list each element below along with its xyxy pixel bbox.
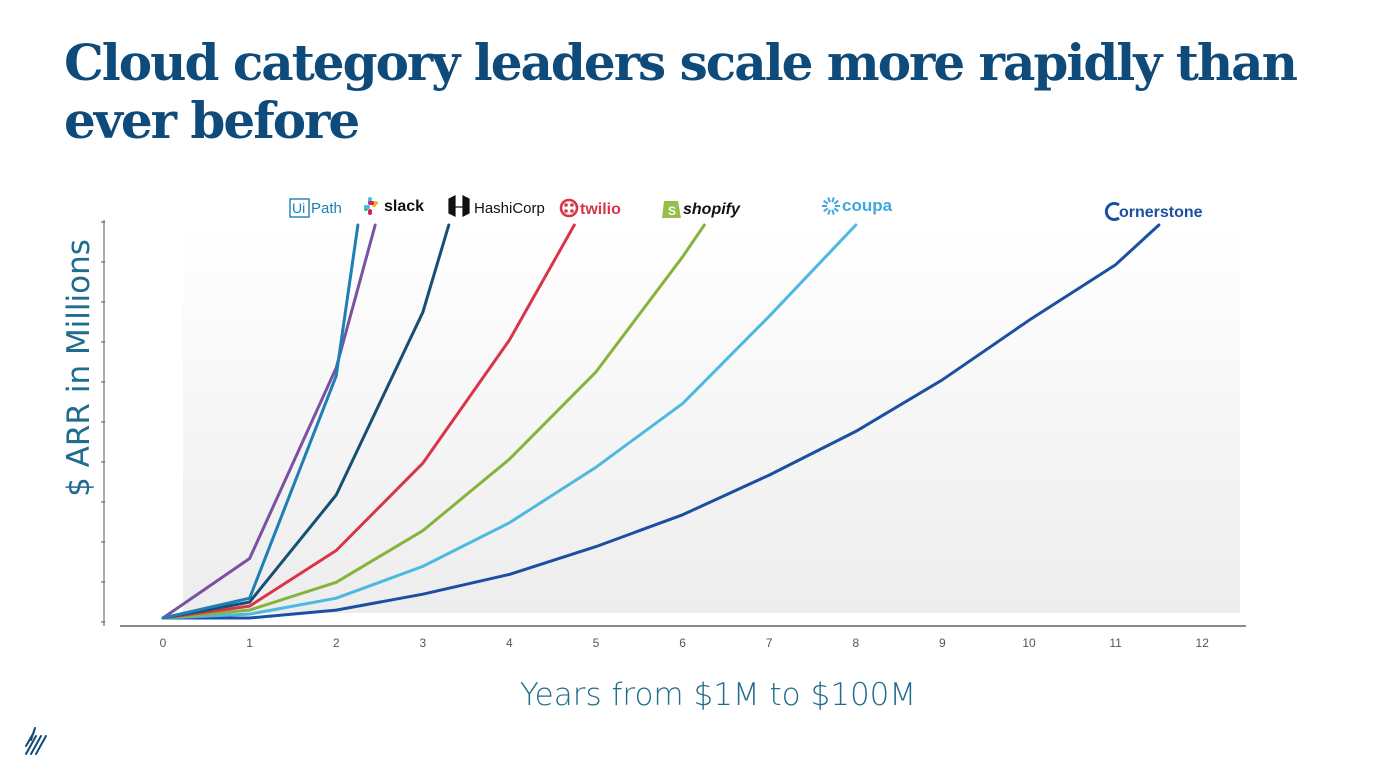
- arr-growth-chart: 0 1 2 3 4 5 6 7 8 9 10 11 12 Years from $1M to $100M $…: [0, 180, 1375, 720]
- x-tick-label: 0: [160, 636, 167, 650]
- coupa-icon: [831, 197, 835, 203]
- brand-slash-icon: [25, 727, 47, 755]
- series-line-shopify: [161, 223, 706, 620]
- x-tick-label: 7: [766, 636, 773, 650]
- x-tick-label: 6: [679, 636, 686, 650]
- series-line-twilio: [161, 223, 576, 620]
- series-label-uipath: Ui Path: [289, 198, 342, 218]
- series-label-text: twilio: [580, 201, 621, 218]
- coupa-icon: [827, 197, 831, 203]
- series-line-uipath: [161, 223, 360, 620]
- plot-background: [183, 225, 1240, 613]
- x-tick-label: 1: [246, 636, 253, 650]
- coupa-icon: [823, 207, 829, 213]
- coupa-icon: [833, 207, 839, 213]
- y-axis-title: $ ARR in Millions: [61, 239, 97, 497]
- series-label-slack: slack: [364, 197, 424, 215]
- series-label-coupa: coupa: [822, 196, 893, 215]
- x-tick-label: 9: [939, 636, 946, 650]
- slide-title: Cloud category leaders scale more rapidl…: [64, 33, 1298, 150]
- coupa-icon: [827, 209, 831, 215]
- coupa-icon: [823, 199, 829, 205]
- series-label-text: HashiCorp: [474, 200, 545, 217]
- series-label-text: slack: [384, 198, 424, 215]
- x-tick-label: 4: [506, 636, 513, 650]
- shopify-bag-icon: [662, 201, 681, 218]
- twilio-dot: [570, 209, 574, 213]
- series-label-text: shopify: [683, 201, 741, 218]
- x-tick-label: 12: [1196, 636, 1210, 650]
- twilio-dot: [564, 203, 568, 207]
- x-tick-label: 10: [1022, 636, 1036, 650]
- x-tick-label: 8: [852, 636, 859, 650]
- twilio-icon: [559, 198, 579, 218]
- series-label-text: coupa: [842, 196, 893, 215]
- series-line-cornerstone: [161, 223, 1161, 620]
- series-line-hashicorp: [161, 223, 451, 620]
- series-line-slack: [161, 223, 377, 620]
- x-tick-label: 2: [333, 636, 340, 650]
- x-axis-title: Years from $1M to $100M: [520, 677, 916, 713]
- coupa-icon: [831, 209, 835, 215]
- x-tick-label: 3: [419, 636, 426, 650]
- slack-icon: [364, 205, 370, 209]
- x-tick-label: 5: [593, 636, 600, 650]
- uipath-ui-text: Ui: [292, 200, 305, 216]
- coupa-icon: [833, 199, 839, 205]
- twilio-dot: [564, 209, 568, 213]
- series-label-cornerstone: ornerstone: [1104, 202, 1203, 221]
- cornerstone-c-icon: [1104, 202, 1120, 221]
- x-tick-label: 11: [1109, 636, 1122, 650]
- series-label-text: Path: [311, 200, 342, 217]
- series-label-text: ornerstone: [1119, 204, 1203, 221]
- shopify-s-mark: S: [668, 204, 676, 218]
- hashicorp-icon: [448, 195, 470, 217]
- series-label-twilio: twilio: [559, 198, 621, 218]
- series-line-coupa: [161, 223, 858, 620]
- twilio-dot: [570, 203, 574, 207]
- uipath-icon: [289, 198, 310, 218]
- series-label-hashicorp: HashiCorp: [448, 195, 545, 217]
- slack-icon: [368, 209, 372, 215]
- slack-icon: [368, 201, 374, 205]
